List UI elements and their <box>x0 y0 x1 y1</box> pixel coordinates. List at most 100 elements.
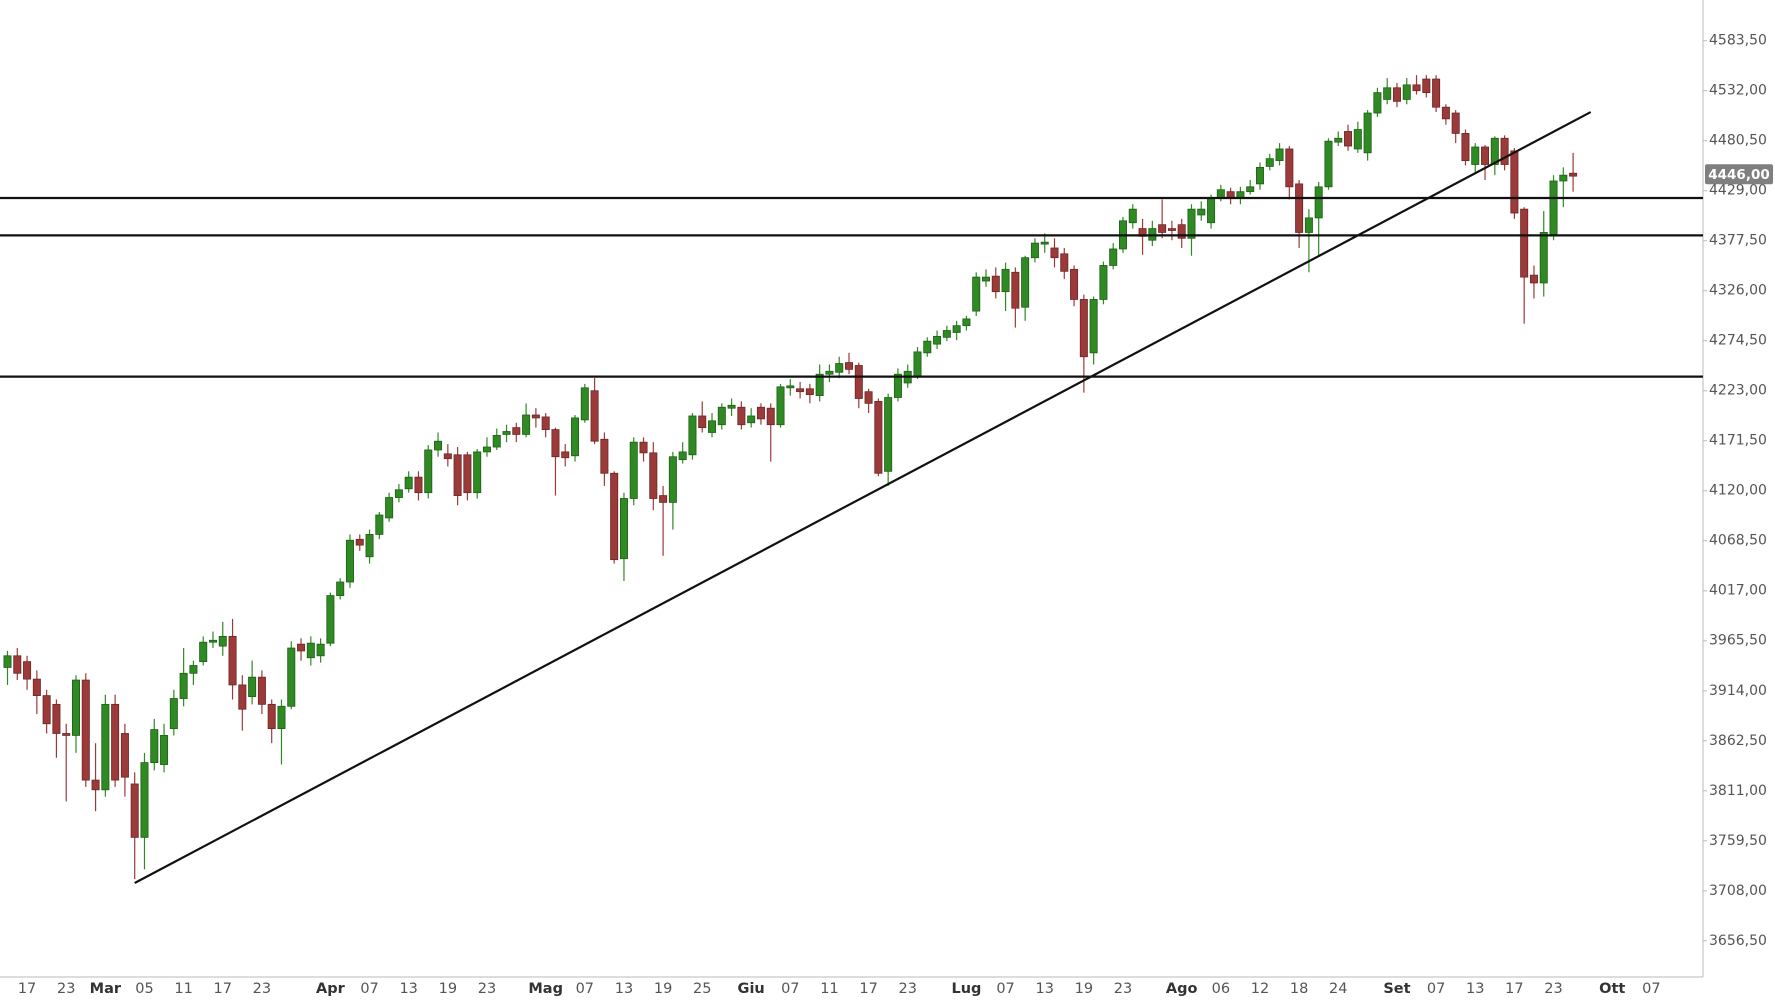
candle-body <box>1030 242 1039 259</box>
y-tick-label: 4326,00 <box>1709 283 1767 299</box>
x-tick-label: Mag <box>528 981 563 997</box>
candle-body <box>453 454 462 496</box>
candle-body <box>248 676 257 697</box>
y-tick-label: 3759,50 <box>1709 833 1767 849</box>
candle-body <box>434 440 443 451</box>
candle-body <box>326 595 335 644</box>
candle-body <box>747 415 756 424</box>
candle-body <box>1500 137 1509 165</box>
candle-body <box>1569 172 1578 177</box>
candle-body <box>571 417 580 457</box>
y-tick-label: 3965,50 <box>1709 633 1767 649</box>
candle-body <box>874 401 883 474</box>
candle-body <box>502 431 511 435</box>
candle-body <box>708 420 717 433</box>
candle-body <box>1520 208 1529 278</box>
candle-body <box>120 733 129 778</box>
candle-body <box>365 534 374 558</box>
candle-body <box>786 385 795 389</box>
candle-body <box>737 406 746 426</box>
candle-body <box>796 388 805 393</box>
candle-body <box>91 779 100 791</box>
trendline <box>134 111 1592 884</box>
x-tick-label: 13 <box>1035 981 1053 997</box>
y-tick-label: 4583,50 <box>1709 33 1767 49</box>
x-tick-label: 07 <box>996 981 1014 997</box>
candle-body <box>1040 241 1049 245</box>
candle-body <box>1167 228 1176 231</box>
x-tick-label: 11 <box>174 981 192 997</box>
candle-body <box>414 476 423 494</box>
candle-body <box>1255 166 1264 185</box>
candle-body <box>169 698 178 730</box>
x-tick-label: Apr <box>316 981 346 997</box>
x-tick-label: 17 <box>214 981 232 997</box>
candle-body <box>1050 247 1059 259</box>
candle-body <box>1353 129 1362 150</box>
candle-body <box>1265 158 1274 167</box>
x-tick-label: 17 <box>859 981 877 997</box>
candle-body <box>1432 78 1441 108</box>
candle-body <box>1490 137 1499 165</box>
candle-body <box>756 406 765 420</box>
x-tick-label: 07 <box>360 981 378 997</box>
candle-body <box>1275 148 1284 162</box>
candle-body <box>267 703 276 730</box>
candle-body <box>962 318 971 327</box>
x-tick-label: 19 <box>654 981 672 997</box>
candle-body <box>1481 146 1490 165</box>
x-tick-label: Mar <box>90 981 122 997</box>
candle-body <box>659 495 668 503</box>
candle-body <box>101 703 110 791</box>
x-tick-label: Ago <box>1166 981 1198 997</box>
candle-body <box>306 642 315 659</box>
candle-body <box>688 415 697 456</box>
candle-body <box>238 684 247 710</box>
candle-body <box>1187 208 1196 239</box>
candle-body <box>482 446 491 453</box>
x-tick-label: Set <box>1383 981 1410 997</box>
candle-body <box>619 498 628 560</box>
candle-body <box>130 783 139 838</box>
x-tick-label: 07 <box>1427 981 1445 997</box>
x-tick-label: 18 <box>1290 981 1308 997</box>
candle-body <box>825 370 834 375</box>
candle-body <box>893 373 902 398</box>
y-tick-label: 4532,00 <box>1709 83 1767 99</box>
y-tick-label: 3914,00 <box>1709 683 1767 699</box>
candle-body <box>23 661 32 680</box>
candle-body <box>717 406 726 426</box>
candle-body <box>1334 137 1343 143</box>
candle-body <box>1079 299 1088 358</box>
candle-body <box>1207 198 1216 224</box>
candle-body <box>1461 133 1470 162</box>
candle-body <box>1021 257 1030 308</box>
candle-body <box>776 386 785 426</box>
y-tick-label: 4429,00 <box>1709 183 1767 199</box>
candles <box>3 75 1578 880</box>
x-tick-label: 23 <box>253 981 271 997</box>
candle-body <box>678 451 687 461</box>
candle-body <box>140 762 149 838</box>
candle-body <box>561 451 570 459</box>
candle-body <box>982 276 991 282</box>
candle-body <box>972 276 981 312</box>
candle-body <box>1392 87 1401 102</box>
candle-body <box>218 635 227 647</box>
candle-body <box>1441 106 1450 120</box>
candle-body <box>404 476 413 490</box>
candle-body <box>668 456 677 503</box>
y-tick-label: 4068,50 <box>1709 533 1767 549</box>
last-price-label: 4446,00 <box>1708 167 1770 183</box>
candle-body <box>531 414 540 419</box>
candle-body <box>610 472 619 561</box>
x-tick-label: 05 <box>135 981 153 997</box>
candle-body <box>297 643 306 652</box>
x-tick-label: 11 <box>820 981 838 997</box>
candle-body <box>111 703 120 781</box>
candle-body <box>394 489 403 498</box>
candle-body <box>913 351 922 377</box>
candle-body <box>257 676 266 705</box>
candle-body <box>189 665 198 674</box>
candle-body <box>287 647 296 707</box>
